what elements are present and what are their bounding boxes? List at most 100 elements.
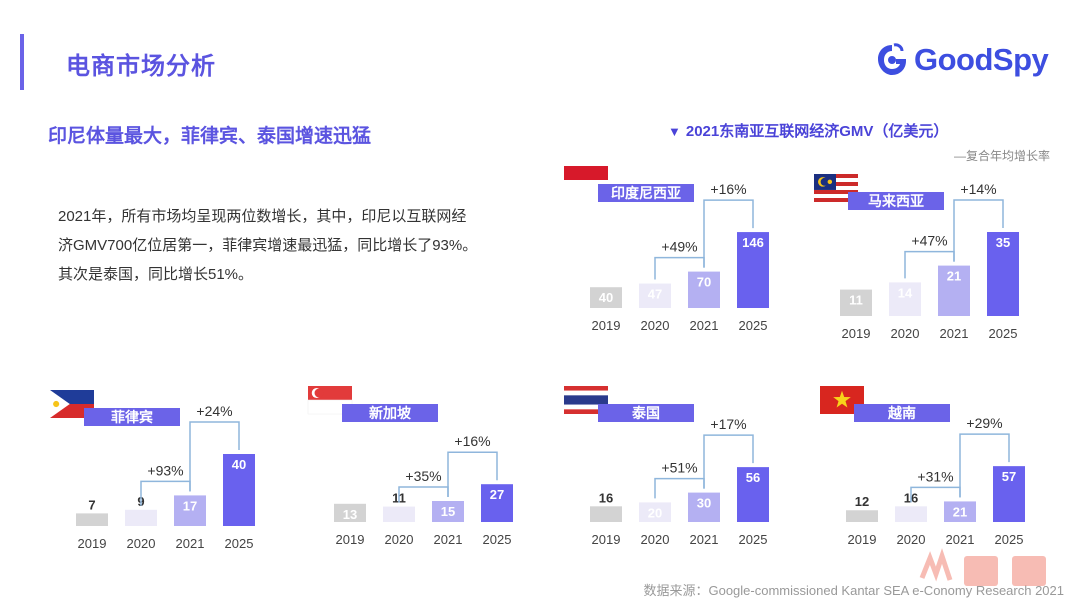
country-chart-thailand: 泰国 16 2019 20 2020 30 2021 56 2025 +51% +17% — [562, 382, 792, 582]
country-label: 越南 — [887, 405, 916, 421]
data-label-2025: 146 — [742, 235, 764, 250]
flag-stripe — [564, 409, 608, 414]
singapore-flag-icon — [307, 386, 353, 415]
flag-stripe — [564, 395, 608, 400]
tick-label-2020: 2020 — [897, 532, 926, 547]
country-label-banner — [848, 192, 944, 210]
bar-2020 — [639, 283, 671, 308]
fire-carp-watermark-icon — [919, 548, 1046, 586]
bar-2020 — [125, 509, 157, 526]
flag-stripe — [564, 386, 608, 391]
growth-bracket — [398, 486, 449, 503]
data-label-2021: 30 — [697, 496, 711, 511]
data-label-2020: 47 — [648, 287, 662, 302]
goodspy-logo: GoodSpy — [874, 38, 1049, 82]
growth-label: +14% — [960, 181, 996, 197]
growth-label: +29% — [966, 415, 1002, 431]
flag-star — [833, 390, 851, 408]
country-label: 印度尼西亚 — [611, 185, 681, 201]
country-label-banner — [854, 404, 950, 422]
data-label-2019: 12 — [855, 494, 869, 509]
watermark-logo — [916, 548, 1056, 602]
bar-2025 — [993, 466, 1025, 522]
tick-label-2025: 2025 — [225, 536, 254, 551]
bar-2021 — [688, 492, 720, 522]
data-label-2025: 40 — [232, 457, 246, 472]
flag-red-band — [564, 166, 608, 180]
flag-stripe — [564, 404, 608, 410]
flag-sun — [53, 400, 60, 408]
data-label-2021: 17 — [183, 498, 197, 513]
flag-crescent-cut — [314, 388, 324, 398]
tick-label-2025: 2025 — [995, 532, 1024, 547]
data-source-note: 数据来源：Google-commissioned Kantar SEA e-Co… — [643, 583, 1064, 598]
flag-stripe — [814, 194, 858, 198]
tick-label-2021: 2021 — [176, 536, 205, 551]
tick-label-2020: 2020 — [127, 536, 156, 551]
growth-bracket — [910, 486, 961, 503]
growth-label: +16% — [710, 181, 746, 197]
growth-label: +31% — [917, 468, 953, 484]
bar-2021 — [938, 265, 970, 316]
bar-2020 — [889, 282, 921, 316]
tick-label-2021: 2021 — [690, 532, 719, 547]
data-label-2019: 13 — [343, 507, 357, 522]
growth-bracket — [959, 433, 1010, 498]
bar-2021 — [432, 501, 464, 522]
flag-triangle — [50, 390, 70, 418]
bar-2020 — [895, 506, 927, 522]
country-chart-singapore: 新加坡 13 2019 11 2020 15 2021 27 2025 +35% +16% — [306, 382, 536, 582]
tick-label-2025: 2025 — [483, 532, 512, 547]
section-subtitle: 印尼体量最大，菲律宾、泰国增速迅猛 — [48, 126, 372, 147]
country-label-banner — [84, 408, 180, 426]
indonesia-flag-icon — [564, 166, 608, 180]
growth-label: +49% — [661, 239, 697, 255]
data-label-2019: 7 — [88, 497, 95, 512]
tick-label-2021: 2021 — [434, 532, 463, 547]
growth-bracket — [953, 199, 1004, 262]
tick-label-2019: 2019 — [592, 318, 621, 333]
bar-2021 — [688, 271, 720, 308]
goodspy-logo-icon — [878, 43, 906, 75]
bar-2025 — [737, 232, 769, 308]
country-chart-vietnam: 越南 12 2019 16 2020 21 2021 57 2025 +31% +29% — [818, 382, 1048, 582]
bar-2025 — [737, 467, 769, 522]
country-label: 泰国 — [631, 405, 660, 421]
tick-label-2020: 2020 — [641, 532, 670, 547]
bar-2021 — [944, 501, 976, 522]
tick-label-2021: 2021 — [690, 318, 719, 333]
tick-label-2025: 2025 — [739, 318, 768, 333]
cagr-legend-note: —复合年均增长率 — [953, 149, 1050, 163]
data-label-2019: 11 — [849, 293, 863, 308]
country-chart-malaysia: 马来西亚 11 2019 14 2020 21 2021 35 2025 +47% +14% — [812, 170, 1042, 370]
growth-bracket — [703, 199, 754, 268]
logo-text: GoodSpy — [914, 42, 1049, 77]
bar-2019 — [840, 289, 872, 316]
growth-bracket — [703, 434, 754, 489]
triangle-down-icon: ▼ — [668, 124, 681, 139]
data-label-2021: 70 — [697, 275, 711, 290]
bar-2020 — [383, 506, 415, 522]
country-label-banner — [598, 404, 694, 422]
flag-stripe — [564, 400, 608, 405]
bar-2019 — [334, 503, 366, 522]
country-label-banner — [598, 184, 694, 202]
flag-stripe — [564, 390, 608, 396]
flag-stripe — [814, 198, 858, 202]
data-label-2025: 57 — [1002, 469, 1016, 484]
bar-2025 — [481, 484, 513, 522]
summary-paragraph: 2021年，所有市场均呈现两位数增长，其中，印尼以互联网经济GMV700亿位居第… — [58, 208, 478, 283]
philippines-flag-icon — [50, 390, 94, 418]
tick-label-2020: 2020 — [385, 532, 414, 547]
flag-star — [827, 179, 833, 185]
bar-2025 — [223, 454, 255, 526]
tick-label-2021: 2021 — [940, 326, 969, 341]
data-label-2020: 14 — [898, 285, 913, 300]
growth-label: +51% — [661, 460, 697, 476]
flag-stripe — [814, 190, 858, 194]
growth-label: +47% — [911, 233, 947, 249]
tick-label-2019: 2019 — [336, 532, 365, 547]
